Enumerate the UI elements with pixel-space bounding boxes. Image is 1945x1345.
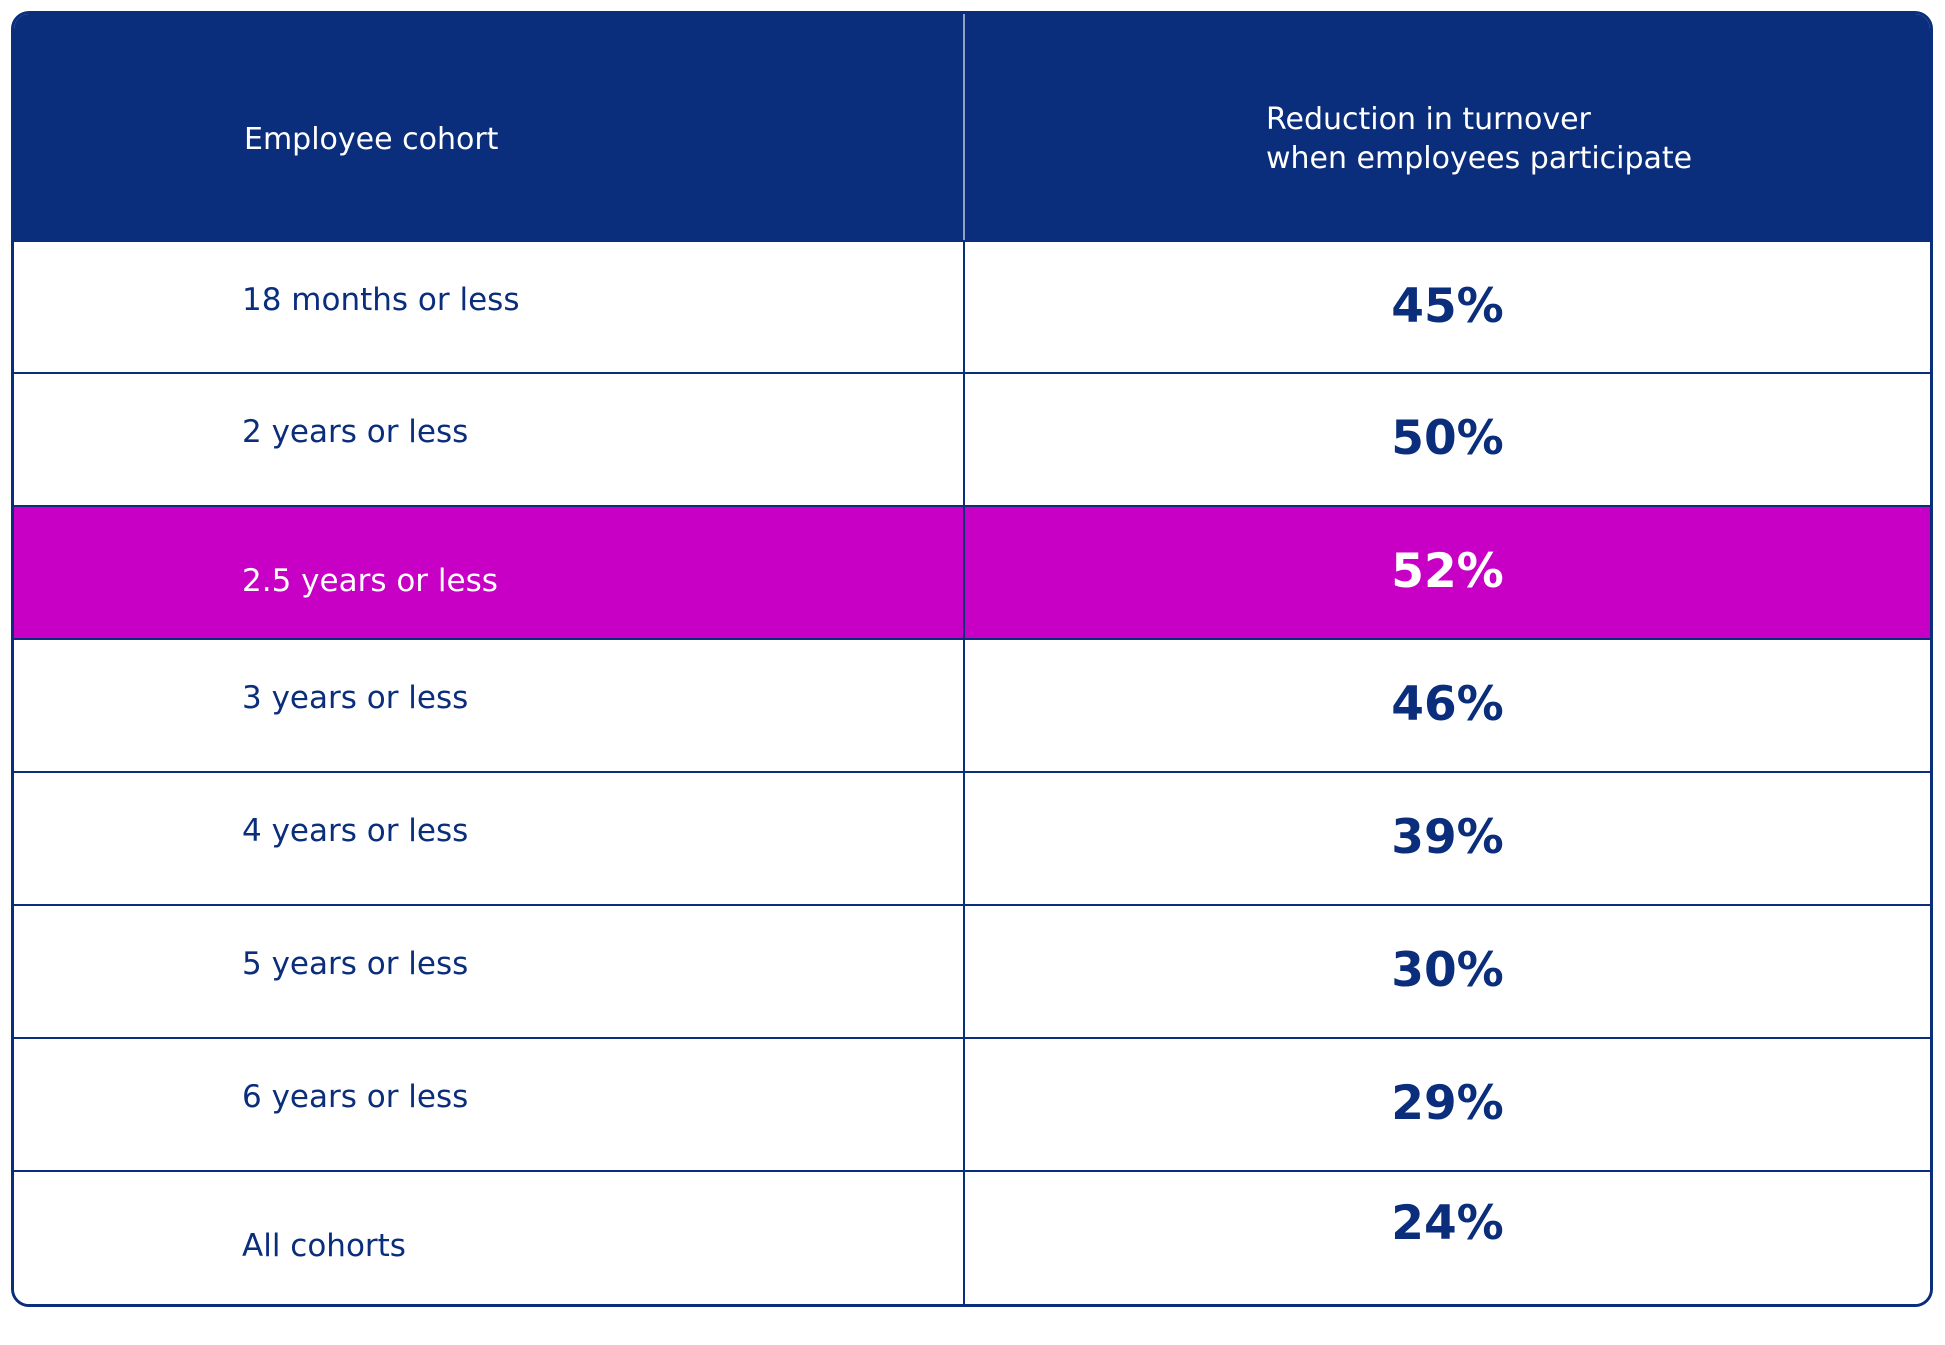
reduction-value: 46% (1391, 677, 1504, 732)
column-divider (963, 773, 965, 904)
table-row: 6 years or less 29% (14, 1037, 1930, 1170)
column-header-cohort: Employee cohort (244, 122, 499, 157)
reduction-value: 50% (1391, 411, 1504, 466)
cohort-label: 4 years or less (242, 813, 469, 849)
column-divider (963, 14, 965, 240)
column-divider (963, 640, 965, 771)
column-divider (963, 906, 965, 1037)
reduction-value: 29% (1391, 1076, 1504, 1131)
reduction-value: 30% (1391, 943, 1504, 998)
reduction-value: 52% (1391, 544, 1504, 599)
table-row: 3 years or less 46% (14, 638, 1930, 771)
column-divider (963, 1172, 965, 1304)
column-divider (963, 507, 965, 638)
cohort-label: 3 years or less (242, 680, 469, 716)
cohort-label: 6 years or less (242, 1079, 469, 1115)
reduction-value: 39% (1391, 810, 1504, 865)
column-header-reduction-line1: Reduction in turnover (1266, 102, 1591, 137)
cohort-label: All cohorts (242, 1228, 406, 1264)
column-divider (963, 1039, 965, 1170)
cohort-label: 18 months or less (242, 282, 520, 318)
column-divider (963, 242, 965, 372)
reduction-value: 24% (1391, 1196, 1504, 1251)
table-row: 5 years or less 30% (14, 904, 1930, 1037)
table-row: 4 years or less 39% (14, 771, 1930, 904)
table-header-row: Employee cohort Reduction in turnover wh… (14, 14, 1930, 240)
cohort-label: 5 years or less (242, 946, 469, 982)
table-row: 18 months or less 45% (14, 240, 1930, 372)
column-divider (963, 374, 965, 505)
table-row: All cohorts 24% (14, 1170, 1930, 1304)
column-header-reduction: Reduction in turnover when employees par… (1266, 100, 1692, 178)
cohort-label: 2 years or less (242, 414, 469, 450)
cohort-label: 2.5 years or less (242, 563, 498, 599)
reduction-value: 45% (1391, 279, 1504, 334)
turnover-table: Employee cohort Reduction in turnover wh… (11, 11, 1933, 1307)
column-header-reduction-line2: when employees participate (1266, 141, 1693, 176)
table-row: 2.5 years or less 52% (14, 505, 1930, 638)
table-row: 2 years or less 50% (14, 372, 1930, 505)
